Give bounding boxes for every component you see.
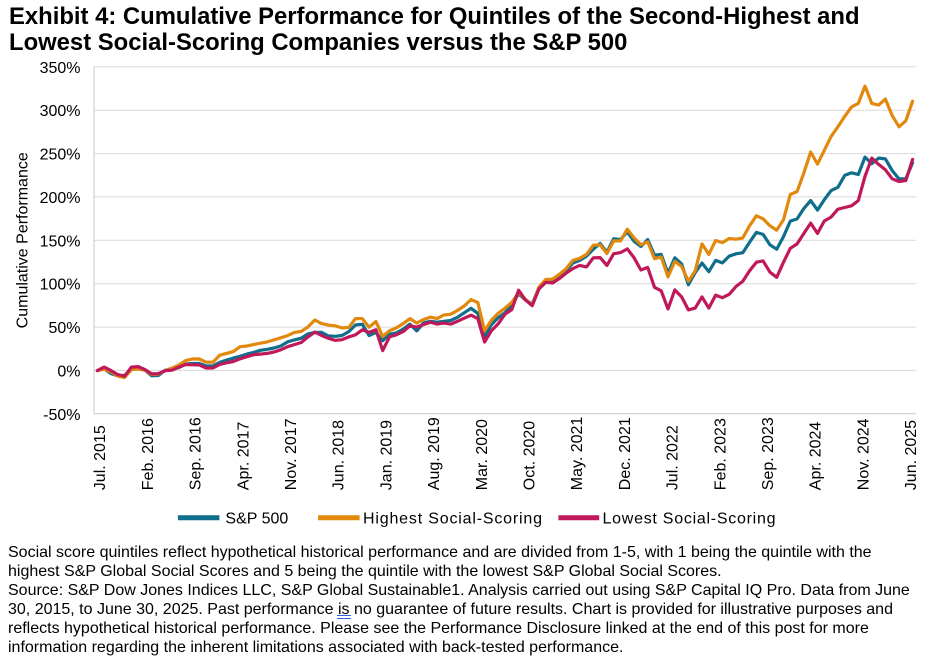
svg-text:Lowest Social-Scoring: Lowest Social-Scoring	[603, 511, 776, 528]
svg-text:Nov. 2024: Nov. 2024	[855, 418, 872, 490]
svg-text:50%: 50%	[48, 320, 80, 337]
svg-text:Jun. 2025: Jun. 2025	[903, 420, 920, 490]
svg-text:Nov. 2017: Nov. 2017	[283, 418, 300, 490]
svg-text:-50%: -50%	[43, 407, 80, 424]
svg-text:May. 2021: May. 2021	[569, 417, 586, 491]
svg-text:Aug. 2019: Aug. 2019	[426, 417, 443, 490]
svg-text:150%: 150%	[40, 233, 81, 250]
svg-text:Highest Social-Scoring: Highest Social-Scoring	[363, 511, 542, 528]
svg-text:Jan. 2019: Jan. 2019	[378, 420, 395, 490]
svg-text:Jul. 2015: Jul. 2015	[92, 425, 109, 490]
svg-text:S&P 500: S&P 500	[225, 511, 288, 528]
svg-text:300%: 300%	[40, 103, 81, 120]
svg-text:250%: 250%	[40, 147, 81, 164]
svg-text:Sep. 2016: Sep. 2016	[188, 417, 205, 490]
svg-text:Feb. 2023: Feb. 2023	[712, 418, 729, 490]
svg-text:Cumulative Performance: Cumulative Performance	[15, 152, 32, 328]
svg-text:200%: 200%	[40, 190, 81, 207]
svg-text:Apr. 2017: Apr. 2017	[235, 422, 252, 491]
svg-text:100%: 100%	[40, 277, 81, 294]
svg-text:Jun. 2018: Jun. 2018	[331, 420, 348, 490]
svg-text:0%: 0%	[57, 363, 80, 380]
svg-text:Apr. 2024: Apr. 2024	[808, 422, 825, 491]
svg-text:Sep. 2023: Sep. 2023	[760, 417, 777, 490]
svg-text:Oct. 2020: Oct. 2020	[522, 421, 539, 490]
svg-text:Feb. 2016: Feb. 2016	[140, 418, 157, 490]
svg-text:350%: 350%	[40, 60, 81, 77]
svg-text:Mar. 2020: Mar. 2020	[474, 419, 491, 490]
svg-text:Dec. 2021: Dec. 2021	[617, 417, 634, 490]
svg-text:Jul. 2022: Jul. 2022	[665, 425, 682, 490]
